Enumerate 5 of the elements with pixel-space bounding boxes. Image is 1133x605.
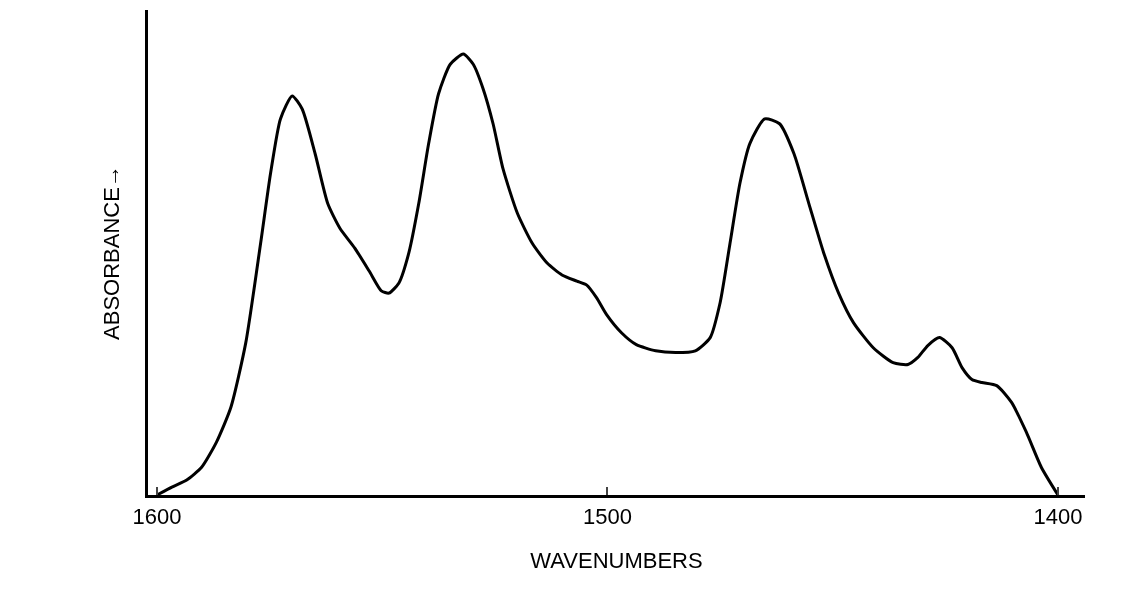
- x-tick-label: 1500: [583, 504, 632, 530]
- x-tick-label: 1400: [1033, 504, 1083, 530]
- y-axis-title: ABSORBANCE→: [98, 165, 124, 340]
- x-tick-label: 1600: [132, 504, 182, 530]
- x-axis-title: WAVENUMBERS: [530, 548, 703, 574]
